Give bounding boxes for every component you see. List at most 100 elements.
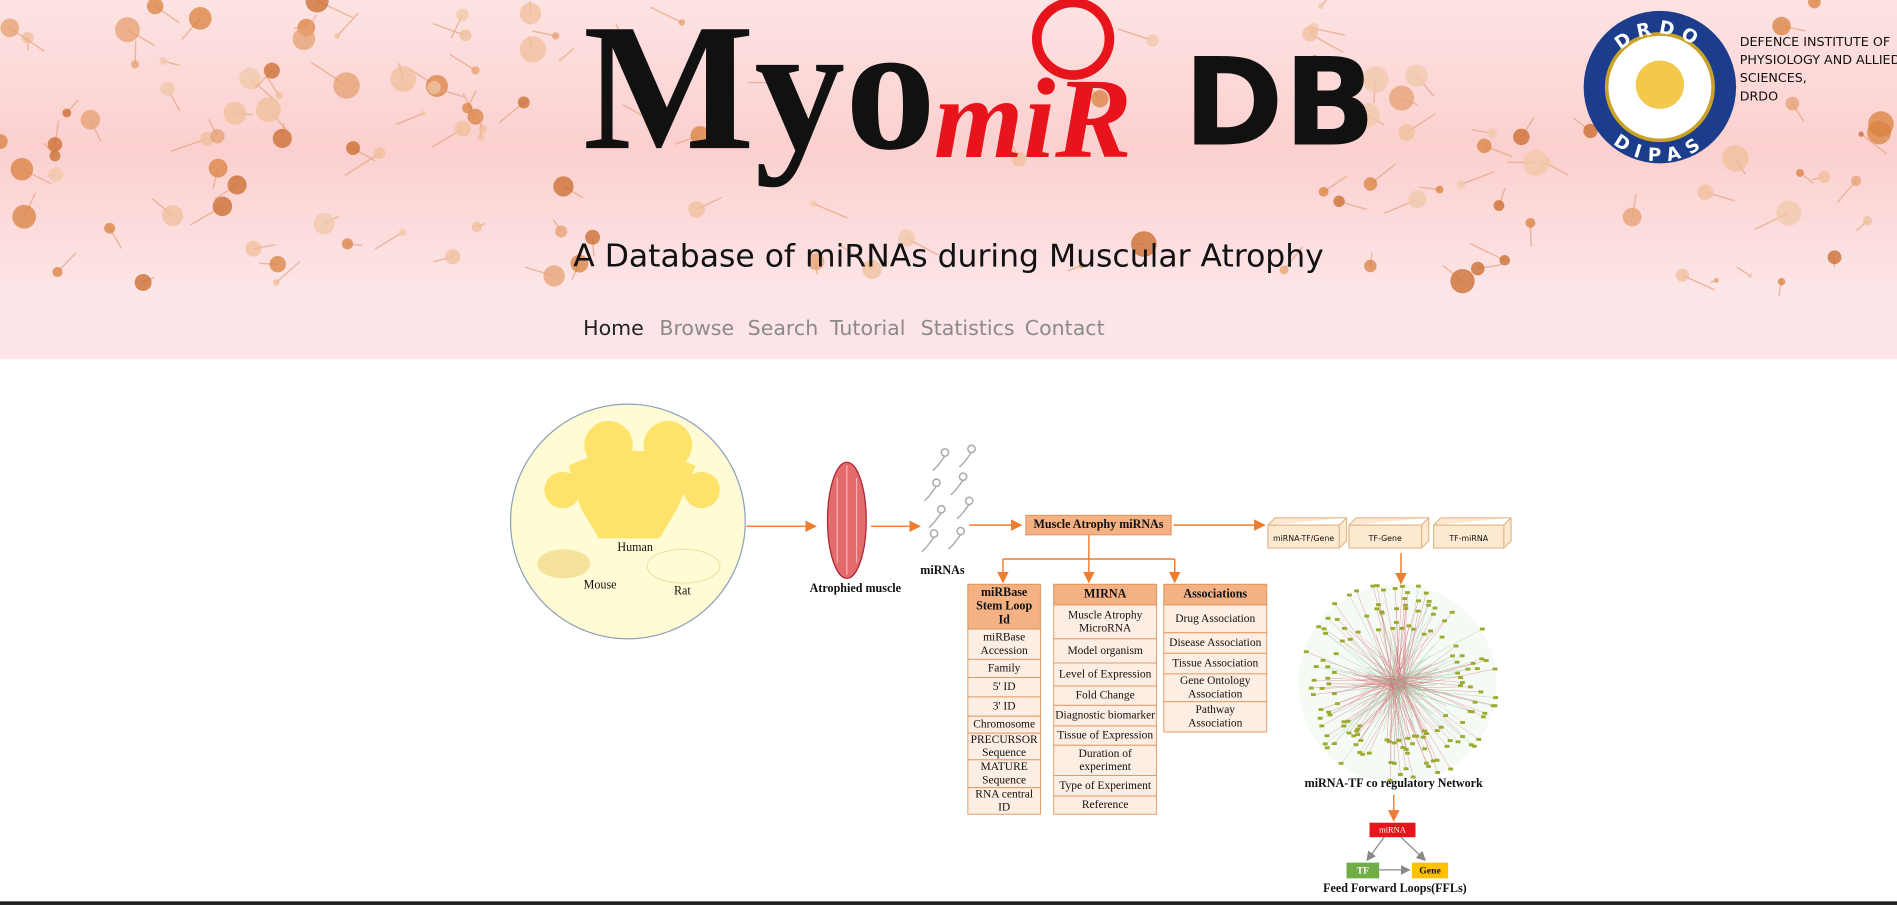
atom	[1006, 149, 1014, 157]
network-node	[1310, 693, 1316, 697]
network-node	[1316, 625, 1322, 629]
column-text: RNA central ID	[975, 788, 1033, 813]
bond	[1283, 246, 1304, 271]
network-edge	[1360, 675, 1398, 678]
network-edge	[1403, 678, 1463, 723]
atom	[471, 66, 480, 75]
column-text: 5' ID	[993, 681, 1016, 693]
column-text: Associations	[1183, 586, 1247, 600]
nav-link[interactable]: Home	[583, 316, 644, 340]
network-node	[1422, 747, 1427, 751]
atom	[275, 91, 283, 100]
atom	[115, 17, 140, 43]
network-node	[1426, 603, 1432, 607]
atom	[272, 279, 280, 286]
network-edge	[1397, 687, 1407, 750]
atom	[1493, 200, 1505, 211]
network-node	[1391, 741, 1397, 745]
mirnas-label: miRNAs	[920, 563, 965, 577]
atom	[245, 240, 262, 257]
nav-link[interactable]: Tutorial	[829, 316, 906, 340]
network-node	[1458, 684, 1463, 687]
network-node	[1355, 630, 1361, 634]
network-node	[1492, 667, 1498, 671]
network-node	[1465, 667, 1471, 671]
subtitle: A Database of miRNAs during Muscular Atr…	[573, 239, 1324, 275]
network-box	[1348, 517, 1430, 549]
column-text: Level of Expression	[1059, 668, 1152, 680]
atom	[1499, 254, 1511, 266]
atom	[1362, 66, 1389, 93]
nav-link[interactable]: Contact	[1025, 316, 1105, 340]
hairpin	[950, 472, 968, 496]
atom	[0, 134, 8, 149]
network-node	[1476, 737, 1482, 741]
atom	[160, 81, 175, 96]
network-node	[1455, 671, 1461, 675]
organism-label: Human	[617, 540, 653, 554]
network-edge	[1364, 680, 1405, 687]
atom	[467, 108, 484, 125]
network-node	[1415, 609, 1421, 613]
network-node	[1324, 746, 1330, 750]
network-node	[1346, 731, 1352, 735]
mirna-hairpins	[921, 444, 976, 553]
network-node	[1416, 599, 1422, 603]
network-node	[1434, 729, 1440, 733]
atom	[134, 274, 152, 291]
atom	[373, 147, 386, 160]
network-node	[1405, 751, 1410, 755]
column-line: Level of Expression	[1059, 668, 1152, 680]
ffl-tf: TF	[1357, 865, 1369, 876]
column-line: Association	[1188, 717, 1242, 729]
column-text: Fold Change	[1076, 689, 1135, 701]
atom	[1785, 96, 1800, 111]
atom	[272, 128, 292, 148]
atom	[47, 137, 63, 152]
network-node	[1381, 588, 1386, 592]
emblem: DRDO DIPAS	[1583, 10, 1737, 166]
atom	[1470, 261, 1485, 276]
bond	[532, 30, 556, 37]
network-node	[1460, 681, 1465, 684]
bond	[1469, 242, 1506, 261]
network-node	[1357, 724, 1363, 728]
atom	[188, 7, 212, 30]
network-node	[1324, 734, 1330, 738]
network-node	[1411, 734, 1417, 738]
network-node	[1331, 742, 1337, 746]
atom	[1311, 54, 1319, 63]
network-node	[1319, 687, 1325, 690]
atom	[1091, 90, 1109, 108]
network-node	[1379, 611, 1385, 615]
atom	[552, 32, 560, 40]
network-edge	[1398, 682, 1415, 737]
nav-link[interactable]: Statistics	[921, 316, 1015, 340]
network-node	[1479, 627, 1485, 631]
column-text: Tissue of Expression	[1057, 729, 1153, 741]
atom	[1279, 265, 1289, 275]
network-node	[1390, 626, 1396, 630]
column-line: Type of Experiment	[1059, 779, 1151, 791]
column-line: MATURE	[981, 761, 1028, 773]
atom	[1398, 124, 1416, 141]
column-item-box	[1053, 638, 1158, 664]
column-text: Duration of experiment	[1079, 747, 1132, 772]
network-node	[1326, 682, 1332, 686]
network-node	[1414, 734, 1420, 738]
nav-link[interactable]: Browse	[659, 316, 734, 340]
network-node	[1438, 725, 1444, 729]
ffl-tf-box	[1346, 862, 1380, 879]
atom	[130, 60, 140, 69]
nav-link[interactable]: Search	[748, 316, 819, 340]
column-item-box	[1163, 701, 1268, 733]
network-edge	[1313, 684, 1396, 695]
column-text: Disease Association	[1169, 637, 1261, 649]
network-node	[1327, 713, 1333, 717]
network-edge	[1401, 676, 1433, 680]
network-node	[1333, 652, 1339, 656]
network-edge	[1321, 685, 1398, 689]
column-line: miRBase	[981, 585, 1028, 599]
network-edge	[1322, 660, 1396, 684]
atom	[678, 19, 686, 26]
